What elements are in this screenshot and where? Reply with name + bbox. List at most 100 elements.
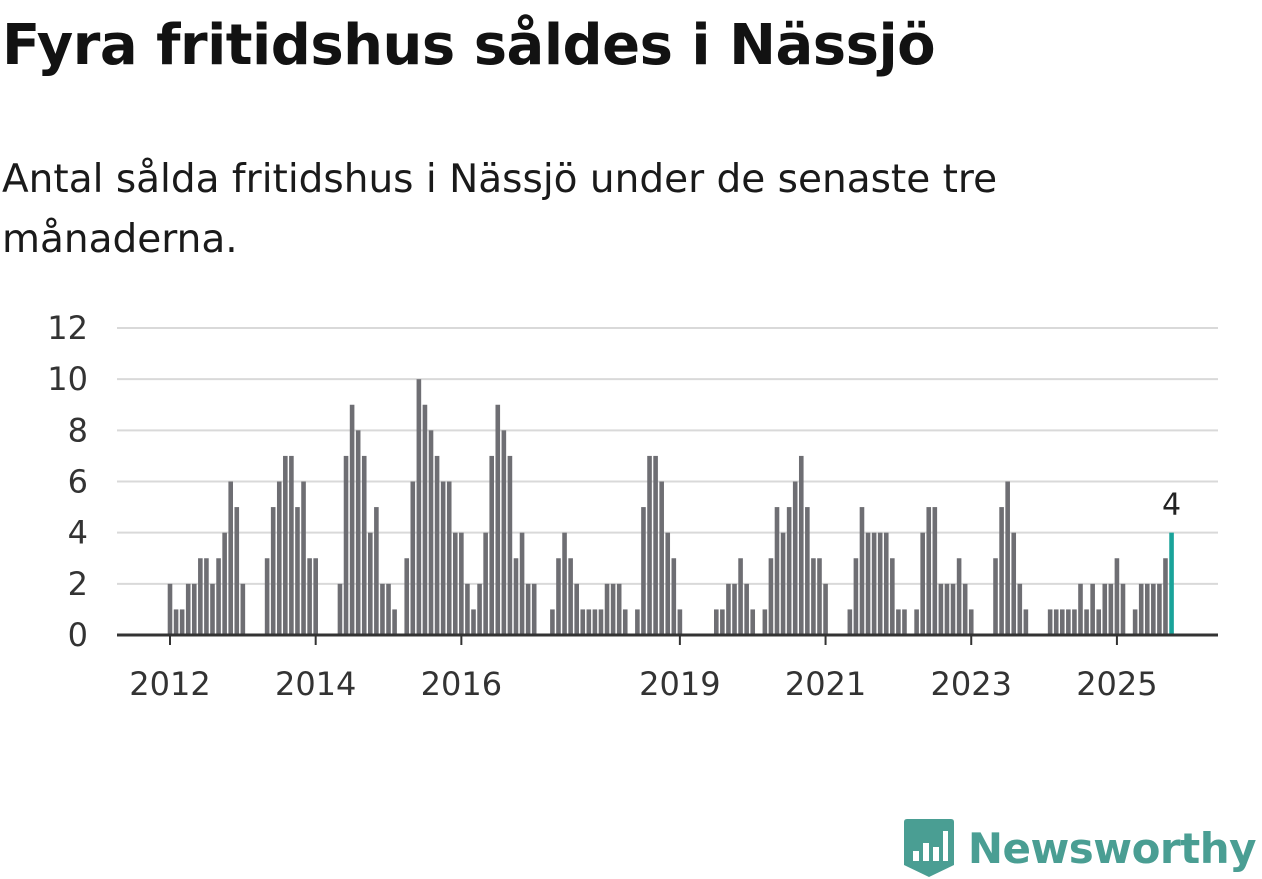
newsworthy-logo-text: Newsworthy — [967, 823, 1257, 873]
bar — [507, 455, 513, 635]
bar — [167, 583, 173, 635]
x-tick-label-2025: 2025 — [1076, 665, 1157, 703]
bar — [598, 609, 604, 635]
bar — [276, 481, 282, 635]
bar — [301, 481, 306, 635]
bar — [1023, 609, 1029, 635]
x-tick-label-2019: 2019 — [639, 665, 720, 703]
bar — [890, 558, 895, 635]
bar — [671, 558, 677, 635]
bar — [1138, 583, 1144, 635]
bar-highlight — [1169, 532, 1174, 635]
highlight-data-label: 4 — [1162, 488, 1181, 523]
bar — [313, 558, 318, 635]
bar — [738, 558, 743, 635]
bar — [459, 532, 464, 635]
bar — [501, 430, 507, 635]
bar — [768, 558, 774, 635]
bar — [343, 455, 349, 635]
bar — [780, 532, 786, 635]
bar — [1132, 609, 1138, 635]
bar — [380, 583, 385, 635]
bar — [999, 507, 1004, 635]
bar — [1144, 583, 1150, 635]
bar — [568, 558, 573, 635]
bar — [653, 455, 658, 635]
bar — [1047, 609, 1053, 635]
bar — [191, 583, 197, 635]
bar — [968, 609, 974, 635]
bar — [1078, 583, 1083, 635]
y-tick-label-8: 8 — [68, 411, 88, 449]
bar — [416, 379, 422, 635]
bar — [926, 507, 932, 635]
bar — [465, 583, 470, 635]
bar — [210, 583, 215, 635]
bar — [574, 583, 579, 635]
x-tick-label-2014: 2014 — [275, 665, 356, 703]
bar — [204, 558, 209, 635]
bar — [483, 532, 488, 635]
bar — [179, 609, 185, 635]
x-tick-label-2012: 2012 — [129, 665, 210, 703]
bar — [811, 558, 816, 635]
bar — [792, 481, 798, 635]
bar — [786, 507, 792, 635]
bar — [950, 583, 956, 635]
bar — [1011, 532, 1017, 635]
bar — [228, 481, 233, 635]
bar — [556, 558, 561, 635]
bar — [428, 430, 434, 635]
bar — [1157, 583, 1162, 635]
bar — [295, 507, 300, 635]
bar — [525, 583, 531, 635]
bar — [404, 558, 410, 635]
bar — [805, 507, 810, 635]
bar — [580, 609, 586, 635]
x-tick-label-2021: 2021 — [785, 665, 866, 703]
x-tick-label-2016: 2016 — [421, 665, 502, 703]
bar — [1108, 583, 1114, 635]
bar — [714, 609, 719, 635]
y-tick-label-10: 10 — [47, 360, 88, 398]
bar — [1114, 558, 1120, 635]
bar — [1005, 481, 1010, 635]
bar — [513, 558, 519, 635]
page-subtitle: Antal sålda fritidshus i Nässjö under de… — [2, 157, 998, 262]
bar — [932, 507, 938, 635]
bar — [592, 609, 598, 635]
bar — [337, 583, 343, 635]
bar — [283, 455, 288, 635]
bar — [647, 455, 652, 635]
bar — [349, 404, 355, 635]
bar — [853, 558, 859, 635]
bar — [368, 532, 373, 635]
bar — [1090, 583, 1095, 635]
bar — [586, 609, 592, 635]
bar — [641, 507, 646, 635]
bar — [750, 609, 756, 635]
bar — [355, 430, 361, 635]
bar — [604, 583, 610, 635]
bar — [920, 532, 925, 635]
x-tick-label-2023: 2023 — [931, 665, 1012, 703]
newsworthy-logo-icon — [903, 819, 954, 877]
bar — [622, 609, 628, 635]
bar — [896, 609, 901, 635]
bar — [550, 609, 555, 635]
bar — [471, 609, 476, 635]
bar — [616, 583, 622, 635]
bar — [956, 558, 962, 635]
bar — [883, 532, 889, 635]
bar — [798, 455, 804, 635]
bar — [720, 609, 725, 635]
bar — [270, 507, 276, 635]
bar — [264, 558, 270, 635]
bar — [1059, 609, 1065, 635]
bar — [434, 455, 440, 635]
y-tick-label-0: 0 — [68, 616, 88, 654]
bar — [562, 532, 567, 635]
bar — [374, 507, 379, 635]
bar — [446, 481, 452, 635]
bar — [944, 583, 950, 635]
